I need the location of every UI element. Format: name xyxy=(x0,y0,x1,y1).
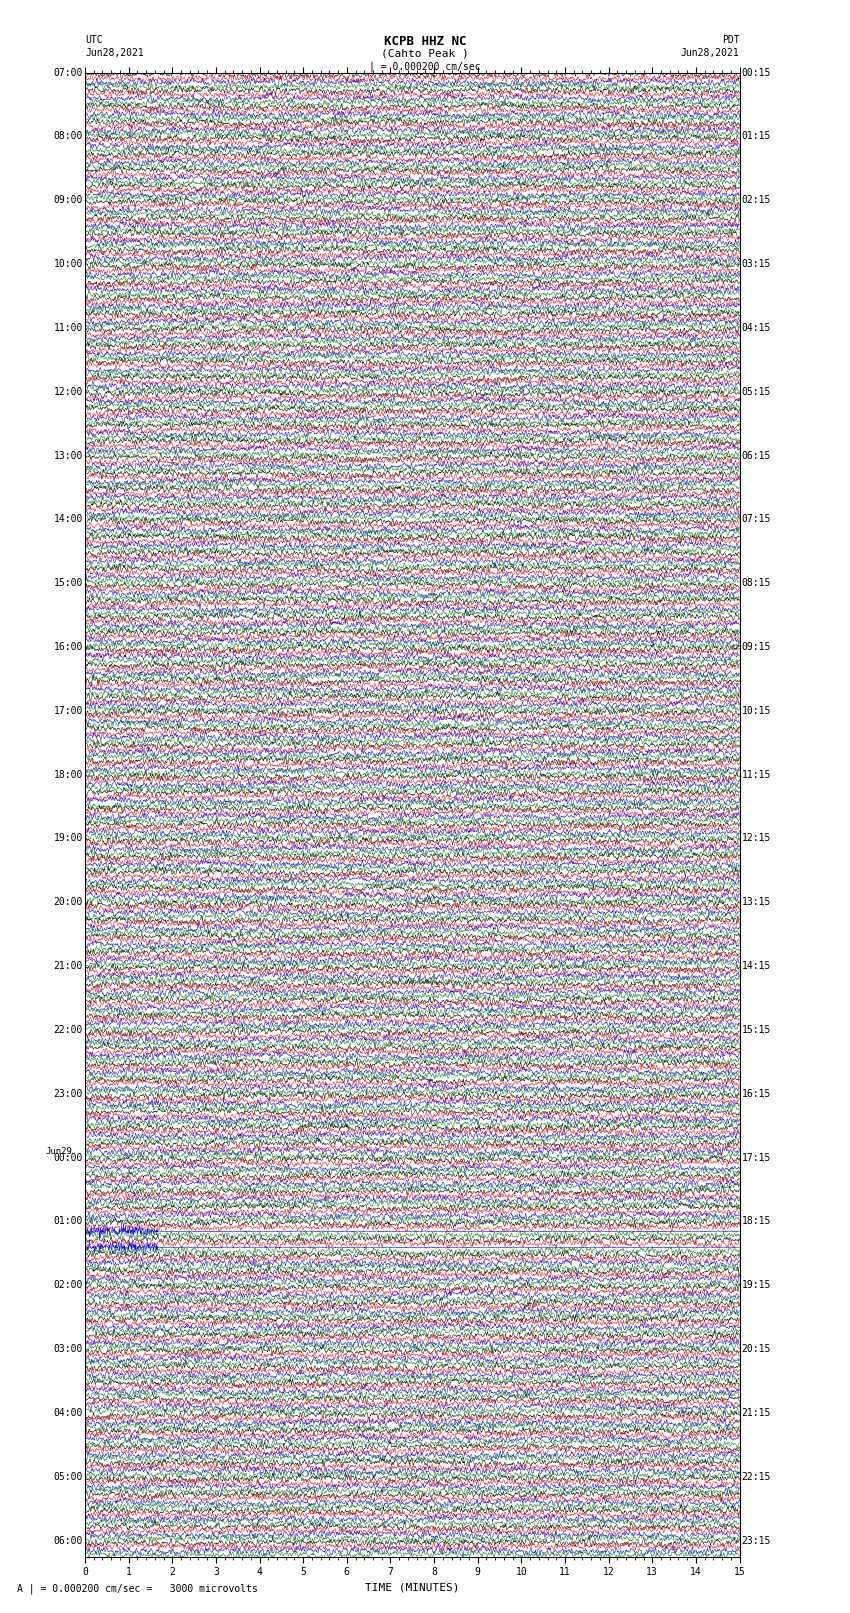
Text: 22:15: 22:15 xyxy=(742,1471,771,1482)
Text: 18:15: 18:15 xyxy=(742,1216,771,1226)
Text: 10:00: 10:00 xyxy=(54,260,82,269)
Text: 05:15: 05:15 xyxy=(742,387,771,397)
Text: 01:15: 01:15 xyxy=(742,131,771,142)
Text: 12:15: 12:15 xyxy=(742,834,771,844)
Text: 09:00: 09:00 xyxy=(54,195,82,205)
Text: 13:00: 13:00 xyxy=(54,450,82,461)
Text: 21:00: 21:00 xyxy=(54,961,82,971)
Text: Jun28,2021: Jun28,2021 xyxy=(85,48,144,58)
Text: 02:15: 02:15 xyxy=(742,195,771,205)
Text: PDT: PDT xyxy=(722,35,740,45)
Text: 17:00: 17:00 xyxy=(54,706,82,716)
Text: 06:15: 06:15 xyxy=(742,450,771,461)
Text: KCPB HHZ NC: KCPB HHZ NC xyxy=(383,35,467,48)
Text: 00:00: 00:00 xyxy=(54,1153,82,1163)
Text: 22:00: 22:00 xyxy=(54,1024,82,1036)
Text: A | = 0.000200 cm/sec =   3000 microvolts: A | = 0.000200 cm/sec = 3000 microvolts xyxy=(17,1582,258,1594)
Text: Jun29: Jun29 xyxy=(45,1147,72,1157)
Text: Jun28,2021: Jun28,2021 xyxy=(681,48,740,58)
Text: 14:15: 14:15 xyxy=(742,961,771,971)
Text: 11:15: 11:15 xyxy=(742,769,771,779)
Text: 09:15: 09:15 xyxy=(742,642,771,652)
Text: 19:15: 19:15 xyxy=(742,1281,771,1290)
Text: 12:00: 12:00 xyxy=(54,387,82,397)
Text: 08:00: 08:00 xyxy=(54,131,82,142)
Text: 08:15: 08:15 xyxy=(742,577,771,589)
X-axis label: TIME (MINUTES): TIME (MINUTES) xyxy=(365,1582,460,1592)
Text: 01:00: 01:00 xyxy=(54,1216,82,1226)
Text: 03:15: 03:15 xyxy=(742,260,771,269)
Text: 13:15: 13:15 xyxy=(742,897,771,908)
Text: 18:00: 18:00 xyxy=(54,769,82,779)
Text: 02:00: 02:00 xyxy=(54,1281,82,1290)
Text: | = 0.000200 cm/sec: | = 0.000200 cm/sec xyxy=(369,61,481,73)
Text: 04:15: 04:15 xyxy=(742,323,771,332)
Text: 07:15: 07:15 xyxy=(742,515,771,524)
Text: 05:00: 05:00 xyxy=(54,1471,82,1482)
Text: 20:15: 20:15 xyxy=(742,1344,771,1353)
Text: 20:00: 20:00 xyxy=(54,897,82,908)
Text: 21:15: 21:15 xyxy=(742,1408,771,1418)
Text: UTC: UTC xyxy=(85,35,103,45)
Text: 14:00: 14:00 xyxy=(54,515,82,524)
Text: 16:00: 16:00 xyxy=(54,642,82,652)
Text: 15:00: 15:00 xyxy=(54,577,82,589)
Text: 00:15: 00:15 xyxy=(742,68,771,77)
Text: 10:15: 10:15 xyxy=(742,706,771,716)
Text: 07:00: 07:00 xyxy=(54,68,82,77)
Text: (Cahto Peak ): (Cahto Peak ) xyxy=(381,48,469,58)
Text: 15:15: 15:15 xyxy=(742,1024,771,1036)
Text: 23:00: 23:00 xyxy=(54,1089,82,1098)
Text: 06:00: 06:00 xyxy=(54,1536,82,1545)
Text: 16:15: 16:15 xyxy=(742,1089,771,1098)
Text: 19:00: 19:00 xyxy=(54,834,82,844)
Text: 04:00: 04:00 xyxy=(54,1408,82,1418)
Text: 11:00: 11:00 xyxy=(54,323,82,332)
Text: 03:00: 03:00 xyxy=(54,1344,82,1353)
Text: 23:15: 23:15 xyxy=(742,1536,771,1545)
Text: 17:15: 17:15 xyxy=(742,1153,771,1163)
